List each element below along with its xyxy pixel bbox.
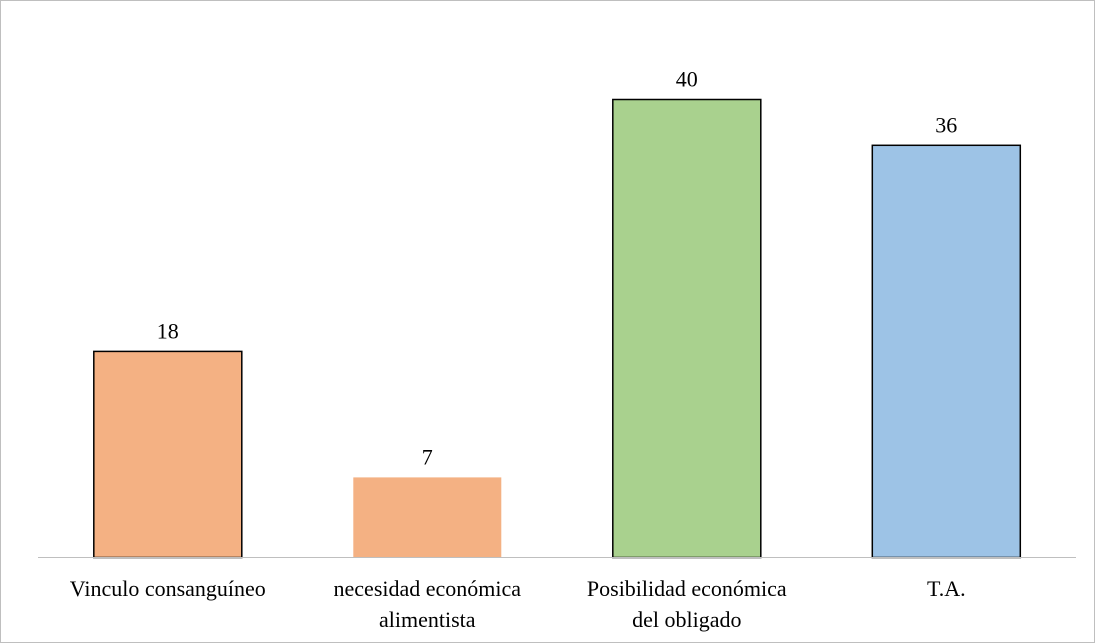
category-label-2-line-1: necesidad económica: [334, 576, 522, 601]
category-labels-group: Vinculo consanguíneo necesidad económica a…: [70, 576, 966, 632]
bar-2: [353, 477, 502, 558]
bars-group: [93, 98, 1022, 559]
category-label-4: T.A.: [927, 576, 966, 601]
value-label-2: 7: [422, 444, 433, 469]
category-label-3-line-2: del obligado: [632, 607, 741, 632]
category-label-1: Vinculo consanguíneo: [70, 576, 266, 601]
bar-3: [612, 98, 762, 559]
category-label-3-line-1: Posibilidad económica: [587, 576, 787, 601]
bar-4: [871, 144, 1022, 559]
value-label-4: 36: [935, 112, 957, 137]
bar-1: [93, 350, 243, 559]
value-label-1: 18: [157, 318, 179, 343]
category-label-2-line-2: alimentista: [379, 607, 476, 632]
value-labels-group: 18 7 40 36: [157, 67, 957, 470]
value-label-3: 40: [676, 67, 698, 92]
